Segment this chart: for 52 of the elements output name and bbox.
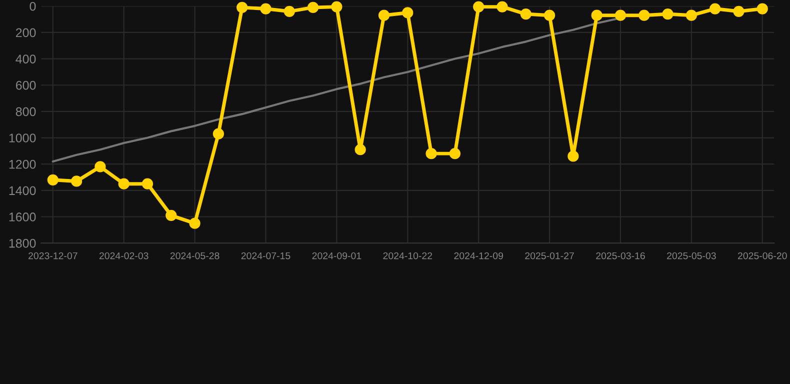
- point: [331, 1, 342, 12]
- point: [284, 6, 295, 17]
- point: [614, 10, 626, 21]
- point: [449, 148, 460, 160]
- y-tick-label: 200: [16, 28, 36, 38]
- x-tick-label: 2025-01-27: [525, 252, 574, 260]
- point: [307, 2, 319, 14]
- point: [260, 3, 272, 14]
- point: [662, 8, 674, 20]
- point: [166, 210, 177, 221]
- x-tick-label: 2023-12-07: [28, 252, 78, 260]
- x-tick-label: 2025-05-03: [667, 252, 716, 260]
- point: [94, 161, 106, 172]
- y-tick-label: 600: [16, 80, 36, 90]
- point: [638, 10, 650, 21]
- point: [71, 176, 82, 187]
- y-tick-label: 1200: [9, 160, 36, 169]
- point: [426, 148, 437, 160]
- x-tick-label: 2024-07-15: [241, 252, 290, 260]
- point: [710, 3, 721, 14]
- point: [212, 128, 224, 140]
- point: [496, 1, 508, 12]
- y-tick-label: 400: [16, 54, 36, 64]
- point: [568, 150, 579, 162]
- point: [354, 144, 366, 156]
- point: [47, 174, 58, 186]
- y-tick-label: 1800: [9, 238, 36, 248]
- point: [733, 6, 744, 17]
- point: [236, 2, 248, 14]
- x-tick-label: 2024-05-28: [170, 252, 220, 260]
- point: [544, 10, 556, 21]
- point: [402, 7, 414, 18]
- point: [686, 10, 697, 21]
- point: [118, 178, 130, 190]
- y-tick-label: 1000: [9, 134, 36, 142]
- x-tick-label: 2024-09-01: [312, 252, 362, 260]
- y-tick-label: 0: [30, 2, 36, 11]
- point: [189, 218, 200, 229]
- point: [378, 10, 390, 21]
- point: [520, 8, 532, 20]
- x-tick-label: 2025-06-20: [738, 252, 787, 260]
- x-tick-label: 2024-02-03: [99, 252, 148, 260]
- x-tick-label: 2025-03-16: [596, 252, 645, 260]
- y-tick-label: 1600: [9, 212, 36, 222]
- y-tick-label: 800: [16, 107, 36, 116]
- point: [756, 3, 768, 14]
- point: [591, 10, 602, 21]
- x-tick-label: 2024-10-22: [383, 252, 432, 260]
- x-tick-label: 2024-12-09: [454, 252, 503, 260]
- point: [142, 178, 154, 190]
- y-tick-label: 1400: [9, 186, 36, 196]
- point: [473, 1, 484, 12]
